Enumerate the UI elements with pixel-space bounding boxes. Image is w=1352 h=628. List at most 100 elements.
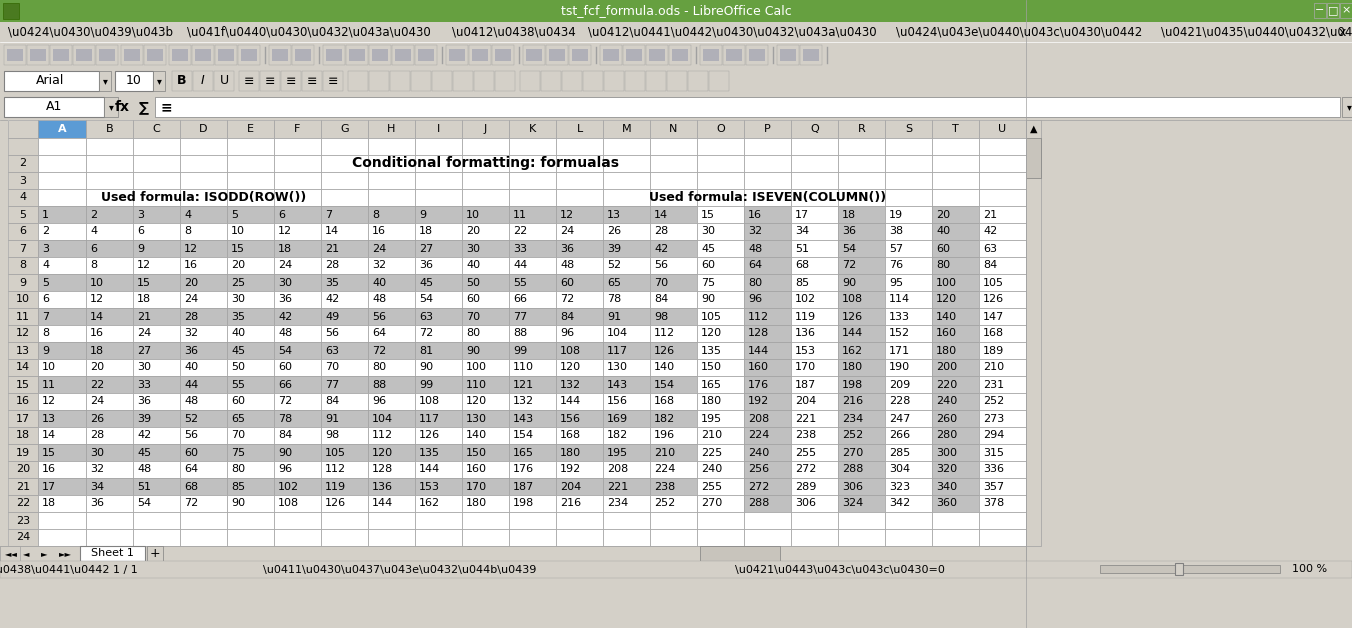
Text: 16: 16 bbox=[748, 210, 763, 220]
Bar bbox=[449, 49, 465, 61]
Text: 9: 9 bbox=[419, 210, 426, 220]
Text: 80: 80 bbox=[372, 362, 387, 372]
Text: 18: 18 bbox=[91, 345, 104, 355]
Text: 234: 234 bbox=[842, 413, 863, 423]
Bar bbox=[744, 291, 791, 308]
Bar bbox=[744, 206, 791, 223]
Bar bbox=[180, 206, 227, 223]
Bar bbox=[791, 359, 838, 376]
Bar bbox=[389, 71, 410, 91]
Bar bbox=[508, 393, 556, 410]
Bar bbox=[227, 172, 274, 189]
Bar bbox=[8, 189, 38, 206]
Bar bbox=[800, 45, 822, 65]
Text: 10: 10 bbox=[126, 75, 142, 87]
Text: 56: 56 bbox=[654, 261, 668, 271]
Bar bbox=[979, 206, 1026, 223]
Bar bbox=[227, 461, 274, 478]
Text: 72: 72 bbox=[560, 295, 575, 305]
Text: 192: 192 bbox=[748, 396, 769, 406]
Text: 28: 28 bbox=[324, 261, 339, 271]
Bar bbox=[791, 138, 838, 155]
Text: 65: 65 bbox=[607, 278, 621, 288]
Text: 84: 84 bbox=[560, 311, 575, 322]
Bar bbox=[803, 49, 819, 61]
Bar bbox=[838, 427, 886, 444]
Bar bbox=[556, 189, 603, 206]
Text: 136: 136 bbox=[372, 482, 393, 492]
Bar bbox=[274, 495, 320, 512]
Text: 14: 14 bbox=[654, 210, 668, 220]
Bar bbox=[603, 308, 650, 325]
Text: 266: 266 bbox=[890, 431, 910, 440]
Bar bbox=[0, 22, 1352, 42]
Text: 18: 18 bbox=[419, 227, 433, 237]
Text: 20: 20 bbox=[466, 227, 480, 237]
Text: 91: 91 bbox=[324, 413, 339, 423]
Text: \u041f\u0440\u0430\u0432\u043a\u0430: \u041f\u0440\u0430\u0432\u043a\u0430 bbox=[187, 26, 430, 38]
Text: 234: 234 bbox=[607, 499, 629, 509]
Text: 16: 16 bbox=[91, 328, 104, 338]
Text: 272: 272 bbox=[795, 465, 817, 475]
Bar bbox=[320, 427, 368, 444]
Text: 21: 21 bbox=[983, 210, 998, 220]
Bar bbox=[886, 120, 932, 138]
Text: 2: 2 bbox=[42, 227, 49, 237]
Bar bbox=[886, 189, 932, 206]
Bar bbox=[99, 71, 111, 91]
Bar bbox=[650, 291, 698, 308]
Text: J: J bbox=[484, 124, 487, 134]
Text: 60: 60 bbox=[279, 362, 292, 372]
Bar bbox=[603, 172, 650, 189]
Bar bbox=[508, 291, 556, 308]
Bar bbox=[556, 495, 603, 512]
Text: 126: 126 bbox=[324, 499, 346, 509]
Bar bbox=[886, 325, 932, 342]
Bar bbox=[791, 257, 838, 274]
Text: 144: 144 bbox=[748, 345, 769, 355]
Text: 95: 95 bbox=[890, 278, 903, 288]
Bar bbox=[132, 155, 180, 172]
Text: 108: 108 bbox=[560, 345, 581, 355]
Bar bbox=[274, 172, 320, 189]
Text: 54: 54 bbox=[842, 244, 856, 254]
Text: 19: 19 bbox=[16, 448, 30, 458]
Bar bbox=[227, 308, 274, 325]
Bar bbox=[698, 240, 744, 257]
Bar bbox=[744, 138, 791, 155]
Text: 168: 168 bbox=[560, 431, 581, 440]
Text: 105: 105 bbox=[983, 278, 1005, 288]
Bar bbox=[979, 308, 1026, 325]
Text: B: B bbox=[177, 75, 187, 87]
Text: 147: 147 bbox=[983, 311, 1005, 322]
Bar bbox=[87, 291, 132, 308]
Bar bbox=[886, 410, 932, 427]
Text: 42: 42 bbox=[654, 244, 668, 254]
Bar bbox=[526, 49, 542, 61]
Bar bbox=[320, 495, 368, 512]
Bar bbox=[368, 359, 415, 376]
Text: 10: 10 bbox=[466, 210, 480, 220]
Bar bbox=[180, 495, 227, 512]
Text: ×: × bbox=[1341, 6, 1351, 16]
Text: 224: 224 bbox=[748, 431, 769, 440]
Bar bbox=[38, 529, 87, 546]
Text: 182: 182 bbox=[607, 431, 629, 440]
Text: 340: 340 bbox=[936, 482, 957, 492]
Bar bbox=[415, 274, 462, 291]
Text: 96: 96 bbox=[372, 396, 387, 406]
Bar bbox=[604, 71, 625, 91]
Bar bbox=[780, 49, 796, 61]
Text: 49: 49 bbox=[324, 311, 339, 322]
Bar bbox=[462, 478, 508, 495]
Text: 7: 7 bbox=[324, 210, 333, 220]
Text: 77: 77 bbox=[512, 311, 527, 322]
Text: 76: 76 bbox=[890, 261, 903, 271]
Bar bbox=[698, 308, 744, 325]
Text: 68: 68 bbox=[184, 482, 199, 492]
Text: 72: 72 bbox=[279, 396, 292, 406]
Bar bbox=[626, 49, 642, 61]
Bar bbox=[979, 172, 1026, 189]
Text: 119: 119 bbox=[324, 482, 346, 492]
Text: 5: 5 bbox=[231, 210, 238, 220]
